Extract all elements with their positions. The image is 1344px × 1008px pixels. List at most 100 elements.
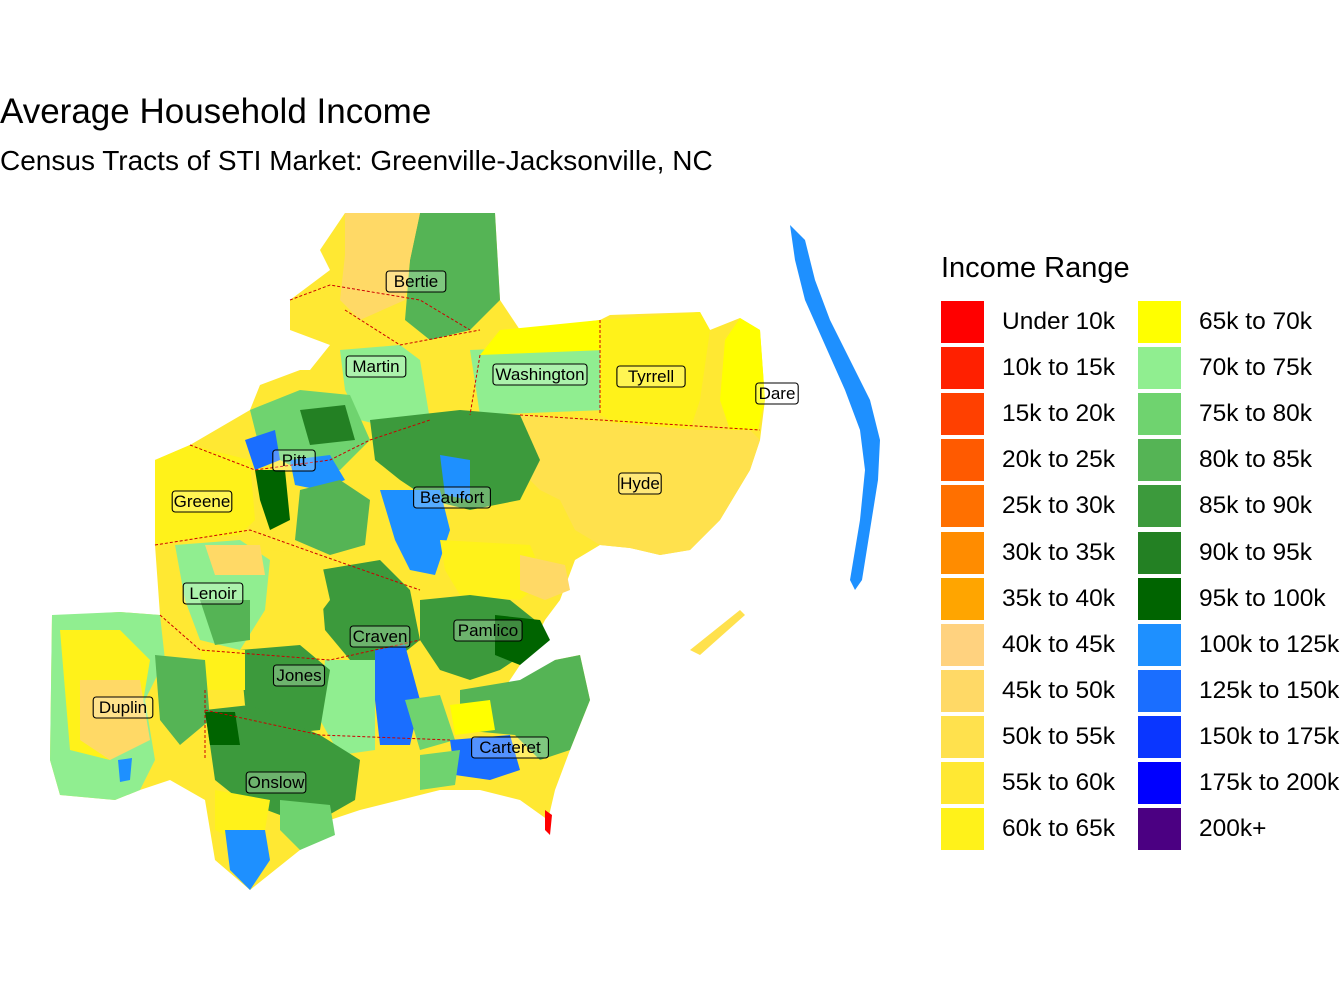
legend-swatch	[941, 439, 984, 482]
county-label: Pitt	[272, 449, 316, 472]
tract-dare-barrier	[790, 225, 880, 590]
tract-craven-blue	[375, 645, 420, 745]
legend-label: 10k to 15k	[1002, 354, 1116, 382]
county-label: Dare	[755, 382, 799, 405]
tract-beaufort-tan	[520, 555, 570, 600]
legend-swatch	[941, 393, 984, 436]
county-label-text: Hyde	[620, 474, 660, 493]
tract-duplin-green	[155, 655, 210, 745]
county-label: Greene	[171, 490, 233, 513]
legend-label: 100k to 125k	[1199, 630, 1340, 658]
legend-swatch	[941, 623, 984, 666]
tract-lenoir-tan	[205, 545, 265, 575]
county-label: Lenoir	[182, 582, 244, 605]
tract-beaufort-blue	[380, 490, 450, 575]
tract-washington	[470, 345, 605, 415]
tract-pitt-blue2	[290, 455, 345, 490]
tract-craven-green2	[405, 695, 455, 750]
county-label-text: Martin	[352, 357, 399, 376]
legend-swatch	[941, 577, 984, 620]
tract-pitt-dark2	[300, 405, 355, 445]
choropleth-map: Bertie Martin Washington Tyrrell Dare Pitt Gre…	[50, 213, 880, 890]
county-label: Onslow	[245, 771, 307, 794]
county-label-text: Greene	[174, 492, 231, 511]
county-label: Duplin	[92, 696, 154, 719]
legend-swatch	[1138, 715, 1181, 758]
tract-duplin-tan	[80, 680, 150, 760]
tract-duplin-blue	[118, 758, 132, 782]
legend-label: 80k to 85k	[1199, 446, 1313, 474]
legend-swatch	[1138, 762, 1181, 804]
tract-bertie-tan	[340, 213, 420, 320]
tract-polygons	[50, 213, 880, 890]
tract-craven-yellow	[270, 550, 330, 640]
legend-swatch	[1138, 669, 1181, 712]
county-label: Tyrrell	[616, 365, 686, 388]
map-subtitle: Census Tracts of STI Market: Greenville-…	[0, 145, 713, 176]
county-label-text: Craven	[353, 627, 408, 646]
county-label-text: Lenoir	[189, 584, 237, 603]
tract-craven-lgreen	[320, 660, 375, 755]
tract-greene	[155, 445, 255, 545]
legend-swatch	[1138, 301, 1181, 343]
tract-onslow-lgreen	[280, 800, 335, 850]
county-label-text: Duplin	[99, 698, 147, 717]
legend-label: 60k to 65k	[1002, 815, 1116, 843]
county-label: Hyde	[618, 472, 662, 495]
tract-pitt-dark	[255, 470, 290, 530]
legend-swatch	[1138, 347, 1181, 390]
legend-label: Under 10k	[1002, 308, 1116, 335]
legend-label: 15k to 20k	[1002, 400, 1116, 428]
tract-jones-yellow	[200, 650, 245, 690]
legend-label: 65k to 70k	[1199, 308, 1313, 335]
tract-carteret-green	[460, 655, 590, 760]
tract-beaufort-blue2	[440, 455, 470, 500]
legend-swatch	[1138, 485, 1181, 528]
legend-label: 25k to 30k	[1002, 492, 1116, 520]
legend-label: 90k to 95k	[1199, 538, 1313, 566]
legend-swatch	[941, 715, 984, 758]
legend-label: 175k to 200k	[1199, 769, 1340, 796]
legend-swatch	[1138, 577, 1181, 620]
tract-hyde	[520, 415, 760, 555]
legend-label: 45k to 50k	[1002, 676, 1116, 704]
legend-swatch	[941, 301, 984, 343]
legend-swatch	[1138, 393, 1181, 436]
tract-onslow-green	[205, 705, 360, 820]
legend-label: 125k to 150k	[1199, 676, 1340, 704]
legend-swatch	[941, 531, 984, 574]
county-label: Bertie	[385, 270, 447, 293]
legend-label: 75k to 80k	[1199, 400, 1313, 428]
county-label-text: Jones	[276, 666, 321, 685]
legend-swatch	[941, 762, 984, 804]
tract-onslow-dark	[205, 712, 240, 745]
county-labels: Bertie Martin Washington Tyrrell Dare Pitt Gre…	[92, 270, 799, 794]
tract-bertie-green	[405, 213, 500, 340]
map-title: Average Household Income	[0, 92, 432, 131]
legend-swatch	[941, 808, 984, 851]
tract-coast-red	[545, 810, 552, 835]
county-label-text: Washington	[495, 365, 584, 384]
tract-dare	[720, 318, 765, 430]
tract-onslow-blue	[225, 830, 270, 890]
legend-swatch	[941, 347, 984, 390]
tract-pitt-green2	[295, 480, 370, 555]
legend-label: 40k to 45k	[1002, 630, 1116, 658]
county-label-text: Dare	[759, 384, 796, 403]
legend-swatch	[941, 669, 984, 712]
legend-swatch	[1138, 439, 1181, 482]
legend-label: 85k to 90k	[1199, 492, 1313, 520]
tract-carteret-yellow	[450, 700, 495, 735]
tract-tyrrell	[600, 312, 710, 430]
tract-washington-yellow	[480, 320, 605, 355]
legend-swatch	[941, 485, 984, 528]
legend-swatch	[1138, 531, 1181, 574]
county-label-text: Onslow	[248, 773, 305, 792]
tract-pitt-blue	[245, 430, 280, 470]
tract-coast-yellow	[690, 610, 745, 655]
legend-label: 55k to 60k	[1002, 769, 1116, 796]
county-label-text: Pamlico	[458, 621, 518, 640]
legend-title: Income Range	[941, 252, 1130, 284]
tract-lenoir-mid	[200, 600, 250, 645]
county-label: Beaufort	[413, 486, 491, 509]
